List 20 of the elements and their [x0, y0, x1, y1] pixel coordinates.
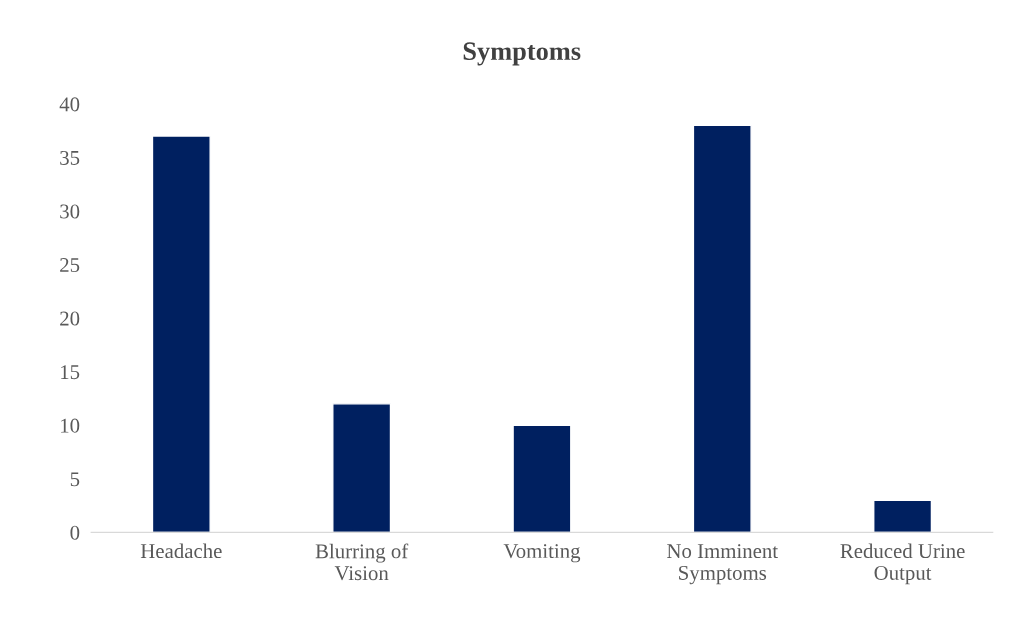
x-tick-label: No Imminent Symptoms [667, 544, 778, 585]
y-tick-label: 15 [61, 365, 80, 380]
x-tick-label: Headache [140, 543, 222, 559]
bar [151, 135, 211, 533]
y-tick-label: 20 [60, 311, 80, 326]
chart-title: Symptoms [463, 42, 581, 66]
bar [692, 124, 752, 533]
y-tick-label: 0 [70, 525, 80, 540]
y-tick-label: 30 [60, 204, 80, 219]
bar [873, 499, 933, 533]
x-tick-label: Vomiting [503, 544, 581, 563]
y-tick-label: 10 [61, 418, 80, 433]
y-tick-label: 25 [60, 258, 80, 273]
y-tick-label: 35 [60, 150, 80, 165]
x-tick-label: Reduced Urine Output [840, 543, 965, 585]
bar [512, 424, 572, 533]
y-tick-label: 40 [59, 97, 80, 112]
x-tick-label: Blurring of Vision [315, 543, 409, 581]
y-tick-label: 5 [70, 472, 80, 487]
bar [332, 403, 392, 533]
